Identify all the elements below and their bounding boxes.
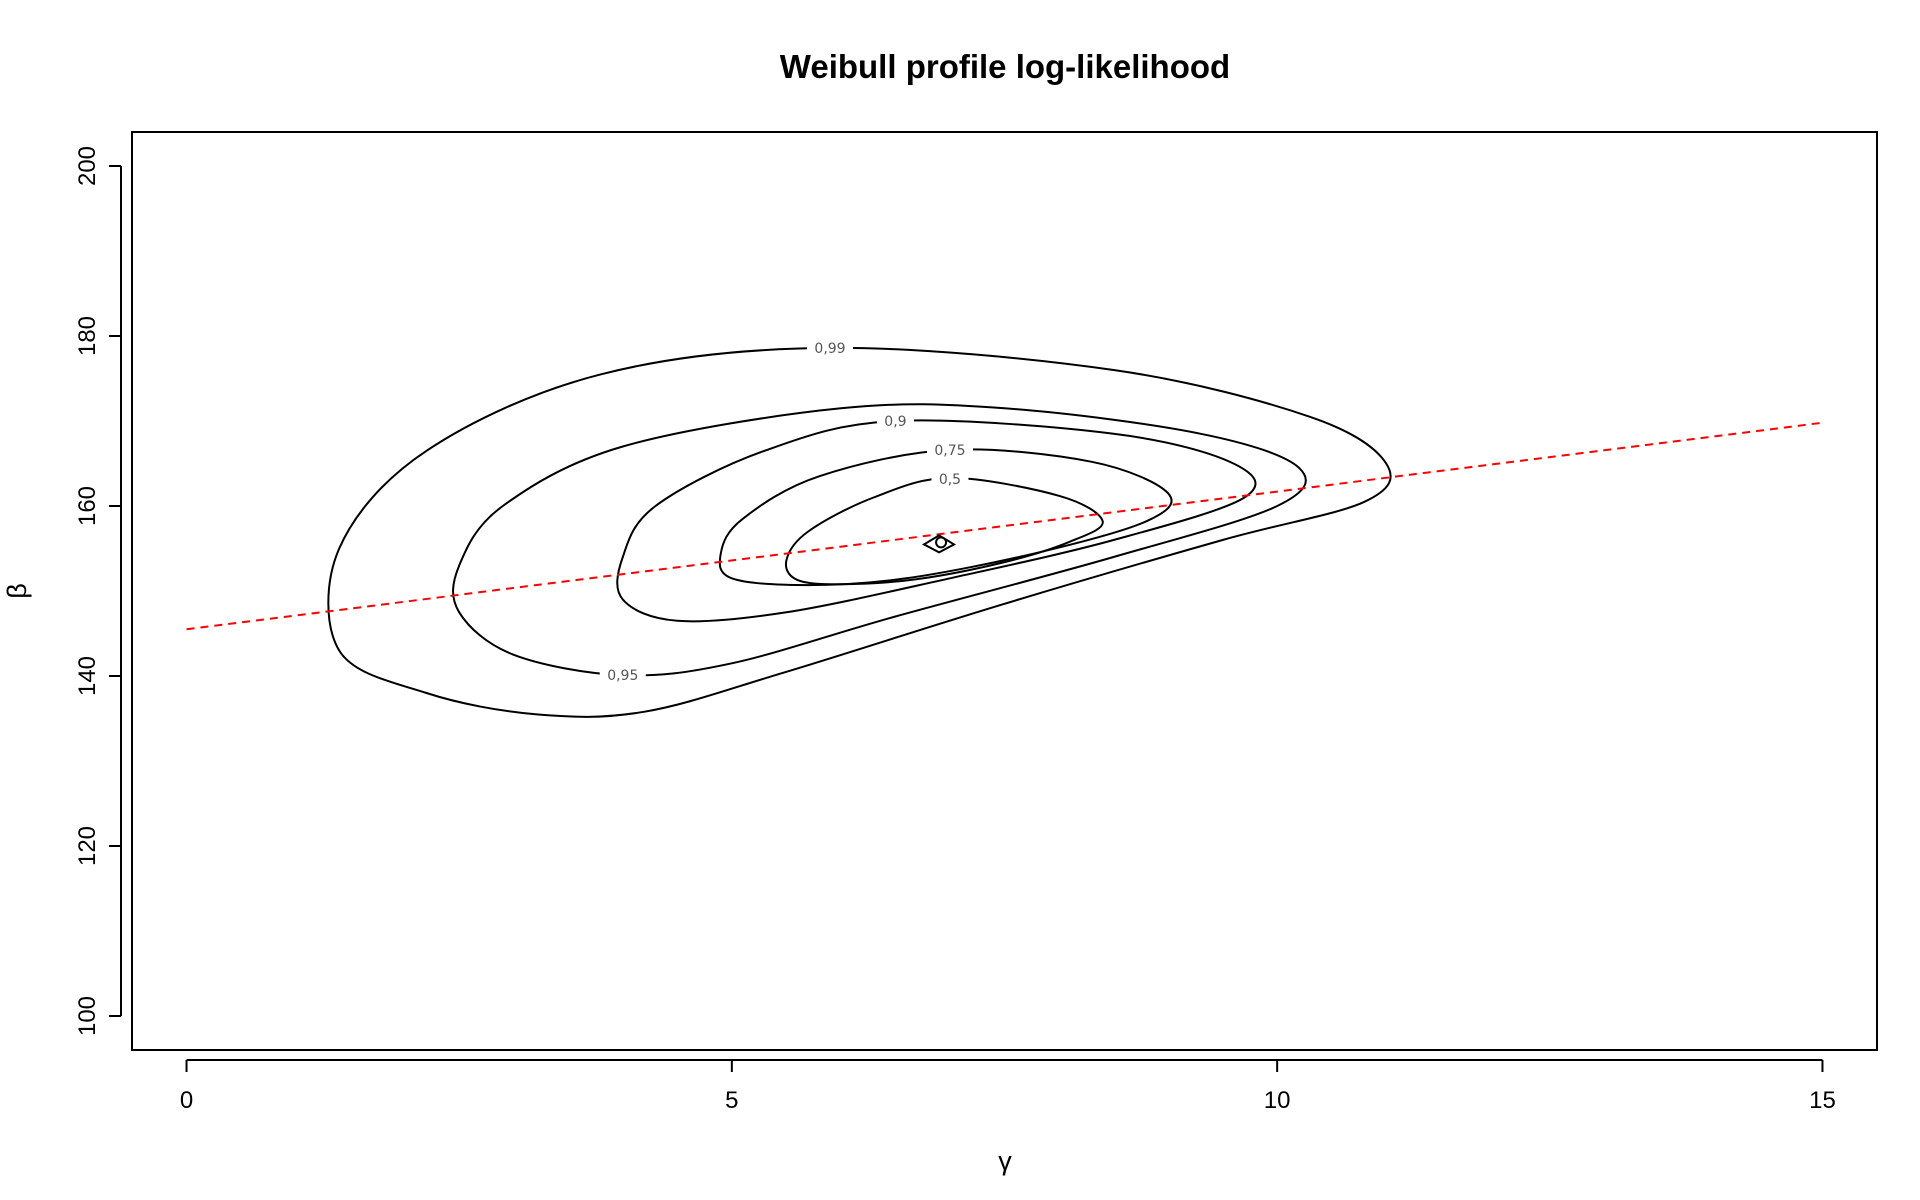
- contour-label-bg: [599, 665, 646, 686]
- contour-line: [784, 476, 1104, 586]
- y-axis-label: β: [2, 583, 32, 599]
- contour-label: 0,99: [814, 341, 845, 357]
- contour-label-bg: [931, 468, 969, 489]
- contour-line: [327, 346, 1392, 718]
- y-tick-label: 180: [74, 316, 101, 356]
- y-tick-label: 120: [74, 826, 101, 866]
- x-tick-label: 15: [1809, 1087, 1836, 1114]
- contour-label: 0,75: [934, 443, 965, 459]
- contour-label-bg: [807, 337, 853, 358]
- reference-line-group: [186, 421, 1823, 631]
- contour-label: 0,5: [939, 472, 961, 488]
- contour-lines: 0,5 0,75 0,9 0,95 0,99: [327, 337, 1392, 718]
- x-tick-label: 10: [1264, 1087, 1291, 1114]
- contour-label: 0,9: [884, 414, 906, 430]
- maximum-point: [935, 536, 948, 549]
- x-tick-label: 5: [725, 1087, 738, 1114]
- x-axis: 0 5 10 15: [180, 1059, 1836, 1114]
- contour-label-bg: [926, 439, 973, 460]
- chart-title: Weibull profile log-likelihood: [780, 48, 1230, 85]
- maximum-marker-group: [922, 534, 957, 554]
- maximum-contour: [922, 534, 957, 554]
- contour-line: [616, 419, 1257, 623]
- y-tick-label: 160: [74, 486, 101, 526]
- contour-label: 0,95: [607, 668, 638, 684]
- y-tick-label: 100: [74, 996, 101, 1036]
- x-axis-label: γ: [998, 1146, 1012, 1176]
- reference-line: [186, 421, 1823, 631]
- x-tick-label: 0: [180, 1087, 193, 1114]
- y-tick-label: 140: [74, 656, 101, 696]
- contour-line: [718, 448, 1173, 587]
- plot-area: [131, 131, 1878, 1051]
- contour-line: [452, 403, 1307, 677]
- y-axis: 100 120 140 160 180 200: [74, 146, 122, 1036]
- contour-label-bg: [876, 411, 914, 431]
- y-tick-label: 200: [74, 146, 101, 186]
